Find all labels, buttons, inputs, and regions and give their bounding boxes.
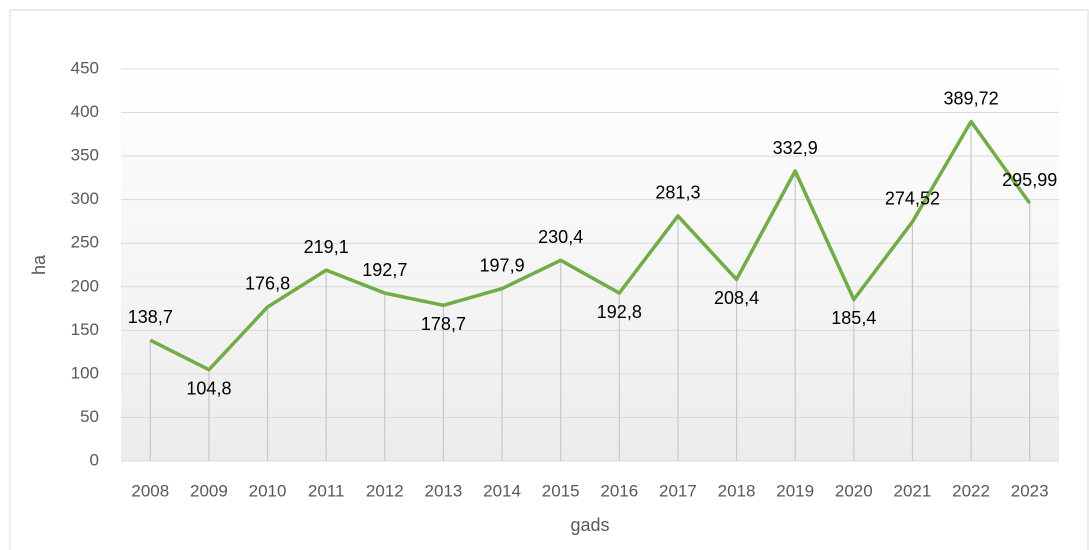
data-label: 176,8 [245,274,290,294]
y-axis-title: ha [29,254,49,275]
y-tick-label: 400 [71,102,99,121]
data-label: 389,72 [944,88,999,108]
y-tick-label: 450 [71,58,99,77]
x-tick-label: 2016 [600,481,638,500]
x-tick-label: 2010 [249,481,287,500]
y-tick-label: 100 [71,363,99,382]
x-tick-label: 2015 [542,481,580,500]
x-tick-label: 2012 [366,481,404,500]
data-label: 230,4 [538,227,583,247]
data-label: 197,9 [480,255,525,275]
y-tick-label: 350 [71,146,99,165]
x-tick-label: 2023 [1011,481,1049,500]
data-label: 208,4 [714,288,759,308]
y-tick-label: 50 [80,407,99,426]
line-series [149,119,1032,372]
y-tick-label: 0 [90,450,99,469]
data-label: 178,7 [421,314,466,334]
y-tick-label: 200 [71,276,99,295]
x-tick-label: 2020 [835,481,873,500]
y-tick-label: 250 [71,233,99,252]
data-label: 104,8 [186,378,231,398]
y-tick-label: 150 [71,320,99,339]
data-label: 192,8 [597,302,642,322]
plot-area [121,69,1059,461]
x-tick-label: 2014 [483,481,521,500]
data-label: 274,52 [885,189,940,209]
x-tick-label: 2009 [190,481,228,500]
x-tick-label: 2008 [131,481,169,500]
x-tick-label: 2018 [718,481,756,500]
data-label: 281,3 [655,183,700,203]
data-label: 192,7 [362,260,407,280]
x-tick-label: 2011 [308,481,345,500]
x-axis-title: gads [570,515,609,535]
x-tick-label: 2022 [952,481,990,500]
x-tick-label: 2019 [776,481,814,500]
data-label: 219,1 [304,237,349,257]
x-tick-label: 2013 [425,481,463,500]
data-label: 185,4 [831,308,876,328]
y-tick-label: 300 [71,189,99,208]
data-label: 332,9 [773,138,818,158]
x-tick-label: 2017 [659,481,697,500]
data-label: 295,99 [1002,170,1057,190]
x-tick-label: 2021 [894,481,932,500]
data-label: 138,7 [128,307,173,327]
